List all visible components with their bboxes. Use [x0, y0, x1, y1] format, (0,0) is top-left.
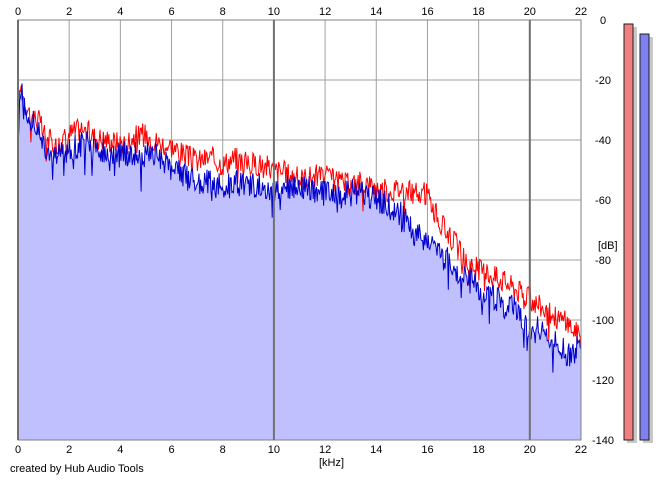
x-tick-label-top: 20	[524, 6, 536, 18]
y-tick-label: 0	[600, 15, 606, 27]
y-tick-label: -60	[595, 195, 611, 207]
y-tick-label: -100	[592, 315, 614, 327]
series-line-blue	[17, 83, 582, 373]
y-tick-label: -40	[595, 135, 611, 147]
x-tick-label-bottom: 20	[524, 444, 536, 456]
x-tick-label-top: 6	[168, 6, 174, 18]
x-tick-label-top: 16	[421, 6, 433, 18]
x-tick-label-bottom: 10	[268, 444, 280, 456]
x-tick-label-bottom: 0	[15, 444, 21, 456]
x-tick-label-top: 8	[220, 6, 226, 18]
series-line-red	[17, 85, 582, 351]
x-tick-label-bottom: 14	[370, 444, 382, 456]
y-tick-label: -80	[595, 255, 611, 267]
x-tick-label-bottom: 4	[117, 444, 123, 456]
x-tick-label-bottom: 18	[473, 444, 485, 456]
x-tick-label-top: 18	[473, 6, 485, 18]
y-tick-label: -140	[592, 435, 614, 447]
spectrum-fill-area	[18, 83, 581, 441]
x-tick-label-bottom: 12	[319, 444, 331, 456]
x-tick-label-top: 12	[319, 6, 331, 18]
y-tick-label: -20	[595, 75, 611, 87]
x-tick-label-bottom: 2	[66, 444, 72, 456]
x-tick-label-bottom: 8	[220, 444, 226, 456]
x-tick-label-top: 0	[15, 6, 21, 18]
y-tick-label: -120	[592, 375, 614, 387]
x-tick-label-top: 14	[370, 6, 382, 18]
level-meter-bar	[623, 23, 634, 441]
credit-text: created by Hub Audio Tools	[10, 463, 144, 475]
x-tick-label-top: 22	[575, 6, 587, 18]
x-tick-label-bottom: 22	[575, 444, 587, 456]
x-tick-label-bottom: 6	[168, 444, 174, 456]
y-axis-unit-label: [dB]	[598, 240, 618, 252]
x-axis-unit-label: [kHz]	[319, 457, 345, 469]
x-tick-label-bottom: 16	[421, 444, 433, 456]
x-tick-label-top: 10	[268, 6, 280, 18]
x-tick-label-top: 4	[117, 6, 123, 18]
x-tick-label-top: 2	[66, 6, 72, 18]
level-meter-bar	[639, 33, 650, 441]
